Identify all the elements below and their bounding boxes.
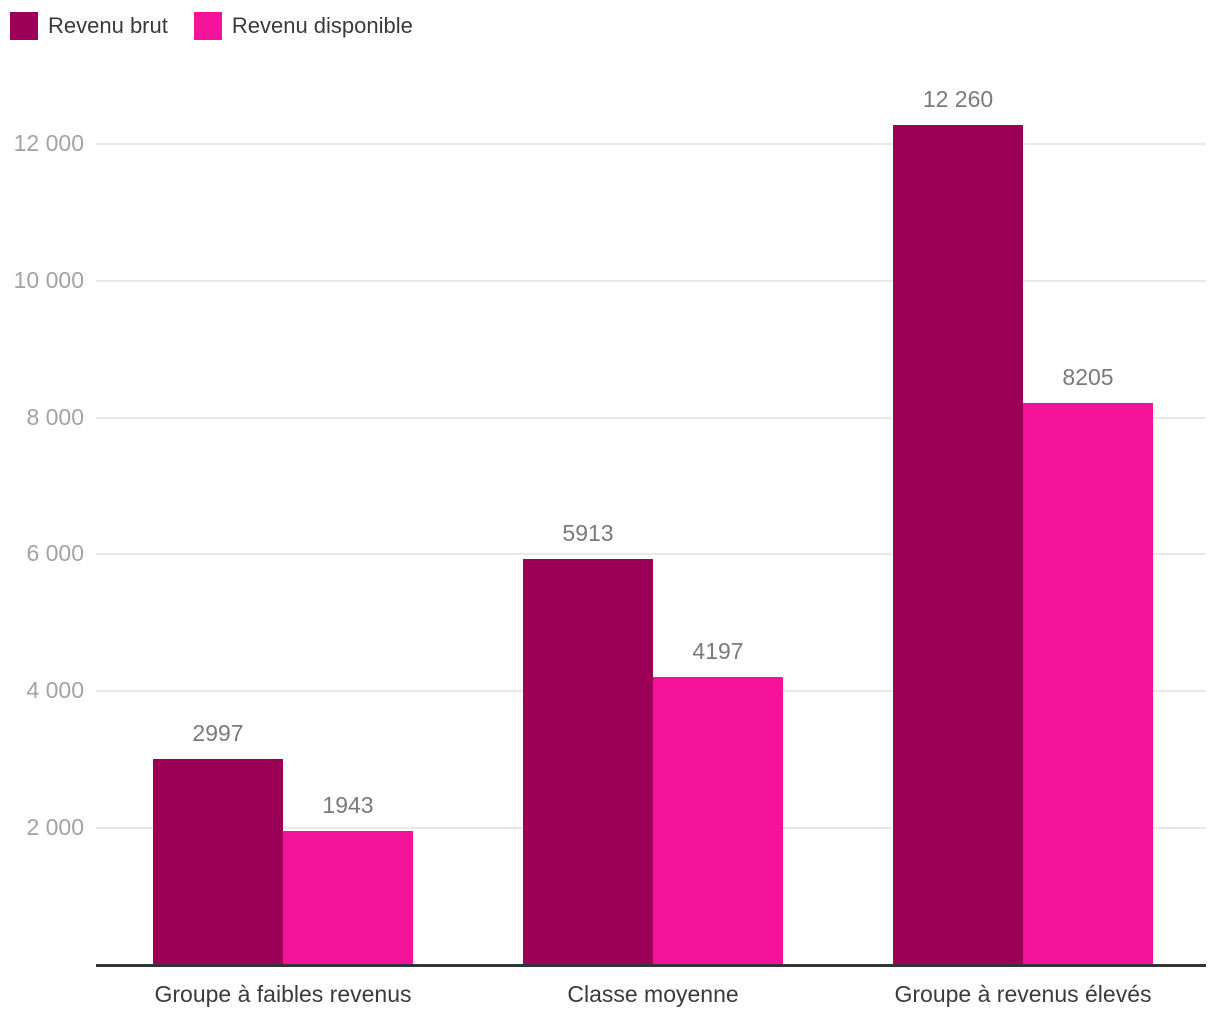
- y-axis-tick-label: 6 000: [26, 540, 84, 566]
- bar-revenu-brut[interactable]: [153, 759, 283, 964]
- legend-label: Revenu disponible: [231, 13, 413, 38]
- x-axis-category-label: Groupe à revenus élevés: [894, 981, 1152, 1007]
- bar-value-label: 2997: [192, 720, 244, 746]
- legend-swatch-icon: [193, 12, 222, 40]
- bar-revenu-brut[interactable]: [893, 125, 1023, 964]
- y-axis-tick-label: 8 000: [26, 404, 84, 430]
- y-gridline: [96, 280, 1206, 282]
- bar-revenu-disponible[interactable]: [653, 677, 783, 964]
- bar-value-label: 4197: [692, 638, 744, 664]
- bar-value-label: 12 260: [922, 86, 994, 112]
- y-gridline: [96, 143, 1206, 145]
- x-axis-category-label: Groupe à faibles revenus: [154, 981, 412, 1007]
- bar-revenu-disponible[interactable]: [283, 831, 413, 964]
- legend-swatch-icon: [10, 12, 38, 40]
- bar-revenu-disponible[interactable]: [1023, 403, 1153, 964]
- y-axis-tick-label: 12 000: [13, 130, 84, 156]
- y-gridline: [96, 553, 1206, 555]
- legend-item-revenu-brut[interactable]: Revenu brut: [10, 12, 168, 40]
- y-axis-tick-label: 10 000: [13, 267, 84, 293]
- bar-revenu-brut[interactable]: [523, 559, 653, 964]
- y-axis-tick-label: 4 000: [26, 677, 84, 703]
- legend-item-revenu-disponible[interactable]: Revenu disponible: [193, 12, 413, 40]
- x-axis-line: [96, 964, 1206, 967]
- bar-value-label: 1943: [322, 792, 374, 818]
- bar-value-label: 5913: [562, 520, 614, 546]
- x-axis-category-label: Classe moyenne: [567, 981, 739, 1007]
- y-gridline: [96, 417, 1206, 419]
- legend: Revenu brut Revenu disponible: [10, 12, 413, 40]
- bar-value-label: 8205: [1062, 364, 1114, 390]
- legend-label: Revenu brut: [48, 13, 168, 38]
- y-axis-tick-label: 2 000: [26, 814, 84, 840]
